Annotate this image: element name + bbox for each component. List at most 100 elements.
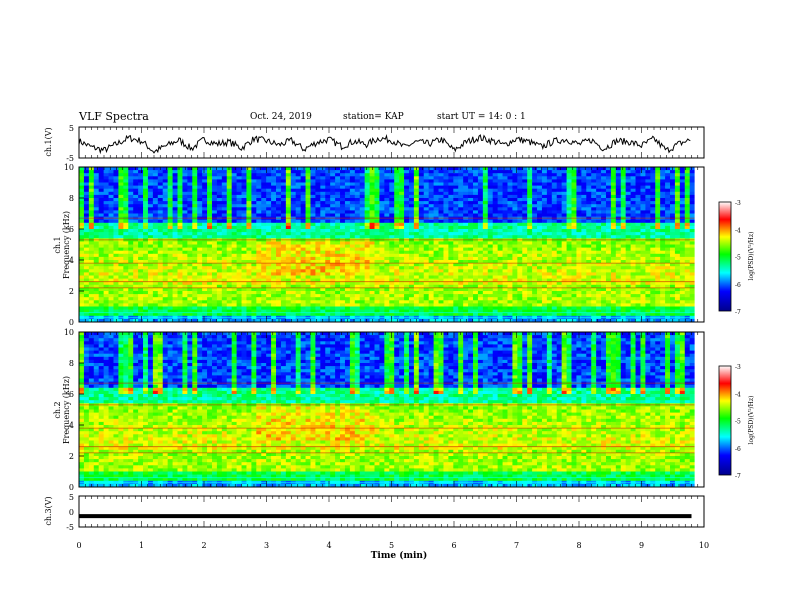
spectrogram-cell — [152, 269, 159, 273]
spectrogram-cell — [349, 235, 356, 239]
spectrogram-cell — [468, 213, 474, 217]
spectrogram-cell — [325, 185, 331, 190]
spectrogram-cell — [527, 198, 533, 202]
spectrogram-cell — [566, 173, 572, 177]
spectrogram-cell — [359, 247, 366, 252]
spectrogram-cell — [231, 194, 237, 199]
spectrogram-cell — [305, 213, 311, 217]
spectrogram-cell — [340, 198, 346, 202]
spectrogram-cell — [418, 198, 425, 202]
spectrogram-cell — [630, 213, 636, 217]
spectrogram-cell — [133, 179, 139, 183]
spectrogram-cell — [586, 287, 592, 292]
spectrogram-cell — [236, 185, 242, 190]
spectrogram-cell — [379, 188, 385, 193]
spectrogram-cell — [448, 287, 454, 292]
spectrogram-cell — [630, 241, 636, 245]
spectrogram-cell — [280, 225, 287, 230]
spectrogram-cell — [512, 210, 518, 214]
spectrogram-cell — [591, 222, 597, 227]
spectrogram-cell — [192, 229, 198, 233]
spectrogram-cell — [413, 188, 420, 193]
spectrogram-cell — [517, 275, 523, 279]
spectrogram-cell — [591, 182, 597, 186]
spectrogram-cell — [635, 170, 641, 174]
spectrogram-cell — [300, 191, 306, 196]
spectrogram-cell — [418, 278, 425, 283]
spectrogram-cell — [246, 182, 252, 186]
spectrogram-cell — [517, 253, 523, 258]
spectrogram-cell — [635, 210, 641, 214]
spectrogram-cell — [665, 235, 671, 239]
spectrogram-cell — [202, 284, 208, 289]
spectrogram-cell — [192, 272, 198, 276]
spectrogram-cell — [261, 201, 267, 205]
spectrogram-cell — [335, 167, 341, 171]
spectrogram-cell — [522, 204, 528, 208]
spectrogram-cell — [128, 213, 134, 217]
spectrogram-cell — [596, 244, 602, 248]
spectrogram-cell — [295, 194, 302, 199]
spectrogram-cell — [118, 281, 124, 286]
spectrogram-cell — [428, 210, 435, 214]
spectrogram-cell — [251, 281, 257, 286]
spectrogram-cell — [389, 173, 395, 177]
spectrogram-cell — [128, 201, 134, 205]
spectrogram-cell — [113, 253, 119, 258]
spectrogram-cell — [152, 287, 159, 292]
spectrogram-cell — [477, 222, 484, 227]
spectrogram-cell — [256, 167, 262, 171]
spectrogram-cell — [113, 272, 119, 276]
spectrogram-cell — [216, 191, 223, 196]
spectrogram-cell — [211, 278, 218, 283]
spectrogram-cell — [384, 256, 390, 261]
spectrogram-cell — [586, 179, 592, 183]
spectrogram-cell — [665, 182, 671, 186]
spectrogram-cell — [133, 182, 139, 186]
spectrogram-cell — [507, 244, 513, 248]
spectrogram-cell — [610, 229, 617, 233]
spectrogram-cell — [93, 179, 100, 183]
spectrogram-cell — [630, 235, 636, 239]
spectrogram-cell — [453, 222, 459, 227]
spectrogram-cell — [207, 284, 213, 289]
spectrogram-cell — [684, 222, 691, 227]
spectrogram-cell — [143, 260, 149, 264]
spectrogram-cell — [266, 201, 272, 205]
spectrogram-cell — [123, 219, 129, 224]
spectrogram-cell — [601, 222, 607, 227]
spectrogram-cell — [325, 188, 331, 193]
spectrogram-cell — [620, 235, 627, 239]
spectrogram-cell — [665, 167, 671, 171]
spectrogram-cell — [335, 235, 341, 239]
spectrogram-cell — [468, 173, 474, 177]
spectrogram-cell — [280, 266, 287, 270]
spectrogram-cell — [295, 176, 302, 180]
spectrogram-cell — [512, 204, 518, 208]
spectrogram-cell — [192, 173, 198, 177]
spectrogram-cell — [556, 204, 563, 208]
spectrogram-cell — [463, 287, 469, 292]
spectrogram-cell — [670, 247, 676, 252]
spectrogram-cell — [458, 225, 464, 230]
spectrogram-cell — [389, 176, 395, 180]
spectrogram-cell — [79, 194, 85, 199]
spectrogram-cell — [684, 225, 691, 230]
spectrogram-cell — [660, 194, 666, 199]
spectrogram-cell — [497, 170, 503, 174]
spectrogram-cell — [482, 269, 489, 273]
spectrogram-cell — [320, 182, 326, 186]
spectrogram-cell — [103, 229, 109, 233]
spectrogram-cell — [477, 179, 484, 183]
spectrogram-cell — [315, 232, 321, 236]
spectrogram-cell — [453, 185, 459, 190]
spectrogram-cell — [645, 253, 651, 258]
spectrogram-cell — [684, 229, 691, 233]
spectrogram-cell — [561, 284, 567, 289]
spectrogram-cell — [502, 185, 508, 190]
spectrogram-cell — [310, 176, 316, 180]
spectrogram-cell — [546, 222, 553, 227]
spectrogram-cell — [546, 269, 553, 273]
spectrogram-cell — [276, 225, 282, 230]
spectrogram-cell — [404, 213, 410, 217]
